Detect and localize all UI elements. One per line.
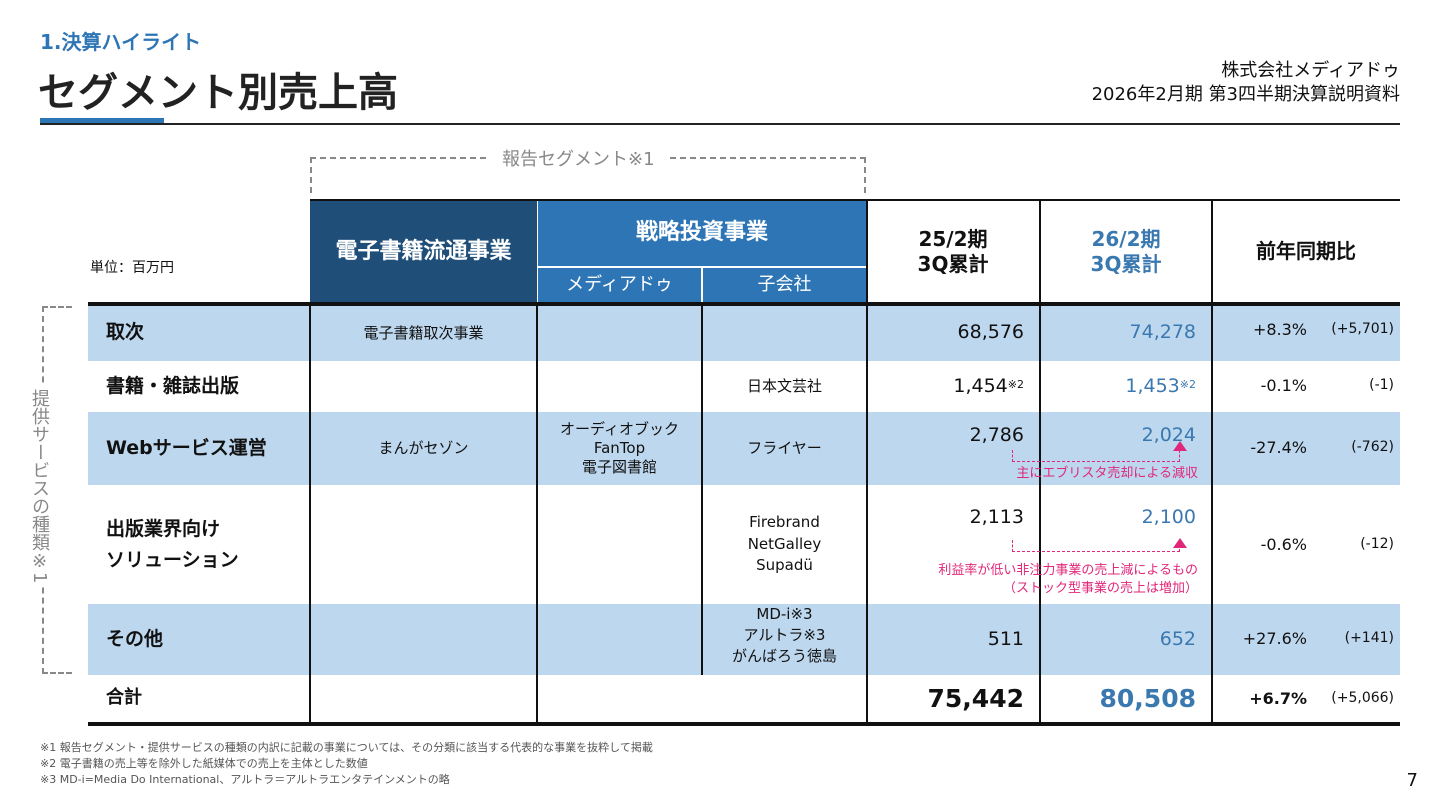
arrow-up-icon [1173, 538, 1187, 548]
cell-prev: 2,113 [969, 506, 1024, 528]
cell-seg2b: フライヤー [747, 439, 822, 458]
cell-diff: (+5,701) [1331, 321, 1394, 337]
table-rule [536, 303, 538, 723]
cell-curr: 1,453 ※2 [1125, 374, 1196, 397]
cell-seg2b: 日本文芸社 [746, 377, 822, 396]
document-name: 2026年2月期 第3四半期決算説明資料 [1091, 84, 1400, 105]
cell-pct: -0.6% [1260, 535, 1307, 554]
annotation-arrow [1012, 540, 1180, 552]
table-rule [1211, 200, 1213, 723]
title-accent-bar [40, 118, 164, 124]
footnotes: ※1 報告セグメント・提供サービスの種類の内訳に記載の事業については、その分類に… [40, 741, 653, 786]
table-rule [310, 199, 1400, 201]
table-rule [88, 302, 1400, 306]
cell-diff: (+141) [1344, 630, 1394, 646]
cell-curr: 2,100 [1141, 506, 1196, 528]
row-label: 取次 [106, 321, 145, 344]
cell-diff: (-762) [1351, 439, 1394, 455]
arrow-up-icon [1173, 441, 1187, 451]
row-label: Webサービス運営 [106, 436, 267, 459]
cell-curr: 74,278 [1129, 321, 1196, 344]
page-number: 7 [1406, 770, 1418, 791]
header-yoy: 前年同期比 [1256, 239, 1356, 263]
cell-prev: 75,442 [927, 683, 1024, 713]
row-label: 書籍・雑誌出版 [106, 374, 240, 397]
table-rule [866, 200, 868, 723]
title-rule [40, 123, 1400, 125]
header-seg2-sub: 子会社 [703, 268, 866, 303]
cell-prev: 2,786 [969, 424, 1024, 446]
header-seg2: 戦略投資事業 [538, 200, 866, 266]
cell-curr: 80,508 [1099, 683, 1196, 713]
table-rule [309, 303, 311, 723]
cell-seg1: 電子書籍取次事業 [363, 323, 484, 342]
annotation-text: 主にエブリスタ売却による減収 [1016, 466, 1198, 481]
table-rule [88, 722, 1400, 726]
table-rule [88, 604, 1400, 675]
cell-seg2b: Firebrand NetGalley Supadü [747, 512, 822, 575]
cell-curr: 2,024 [1141, 424, 1196, 446]
cell-pct: +27.6% [1242, 629, 1307, 648]
header-prev: 25/2期 3Q累計 [917, 226, 989, 276]
cell-pct: -27.4% [1250, 438, 1307, 457]
row-label: 出版業界向け ソリューション [106, 518, 239, 571]
segment-bracket-label: 報告セグメント※1 [490, 145, 667, 171]
cell-prev: 1,454 ※2 [953, 374, 1024, 397]
cell-seg1: まんがセゾン [378, 439, 469, 458]
cell-pct: +8.3% [1252, 320, 1307, 339]
row-label: その他 [106, 627, 164, 650]
cell-pct: -0.1% [1260, 376, 1307, 395]
company-name: 株式会社メディアドゥ [1221, 60, 1400, 81]
cell-seg2b: MD-i※3 アルトラ※3 がんばろう徳島 [731, 605, 837, 665]
annotation-arrow [1012, 450, 1180, 462]
cell-seg2a: オーディオブック FanTop 電子図書館 [560, 420, 679, 476]
service-bracket-label: 提供サービスの種類※1 [24, 385, 52, 588]
cell-pct: +6.7% [1249, 689, 1307, 708]
annotation-text: 利益率が低い非注力事業の売上減によるもの （ストック型事業の売上は増加） [938, 563, 1198, 596]
table-rule [701, 303, 703, 675]
header-curr: 26/2期 3Q累計 [1090, 226, 1162, 276]
cell-diff: (-1) [1369, 377, 1394, 393]
cell-diff: (+5,066) [1331, 690, 1394, 706]
section-label: 1.決算ハイライト [40, 30, 202, 54]
cell-prev: 511 [987, 627, 1024, 650]
header-seg2-mediado: メディアドゥ [538, 268, 701, 303]
unit-label: 単位：百万円 [90, 260, 174, 276]
table-rule [88, 305, 1400, 361]
header-seg1: 電子書籍流通事業 [310, 200, 537, 303]
row-label: 合計 [106, 687, 142, 709]
cell-diff: (-12) [1360, 536, 1394, 552]
page-title: セグメント別売上高 [38, 70, 398, 116]
cell-prev: 68,576 [957, 321, 1024, 344]
cell-curr: 652 [1159, 627, 1196, 650]
